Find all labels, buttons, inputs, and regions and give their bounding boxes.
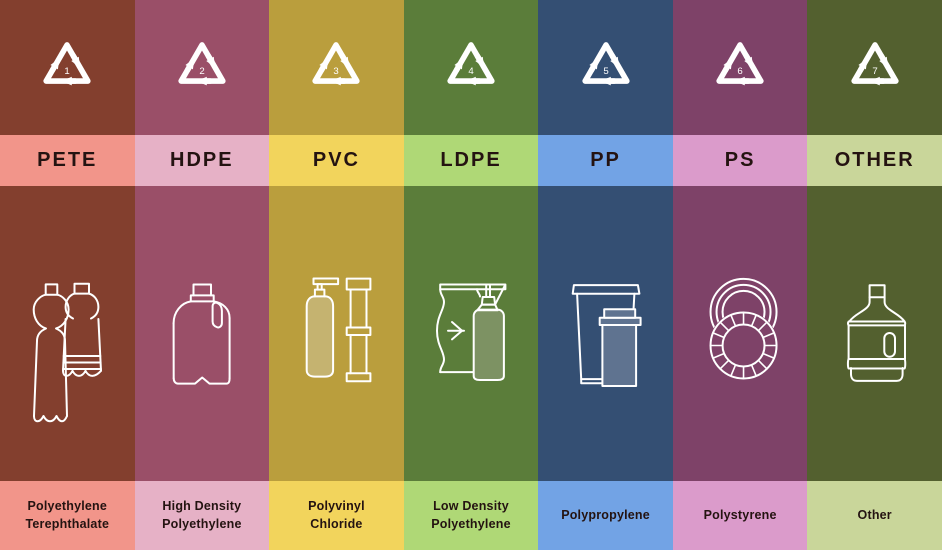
svg-text:1: 1 (65, 66, 70, 77)
svg-text:6: 6 (737, 66, 742, 77)
svg-text:5: 5 (603, 66, 608, 77)
svg-text:2: 2 (199, 66, 204, 77)
svg-text:4: 4 (468, 66, 474, 77)
svg-text:7: 7 (872, 66, 877, 77)
svg-text:3: 3 (334, 66, 339, 77)
